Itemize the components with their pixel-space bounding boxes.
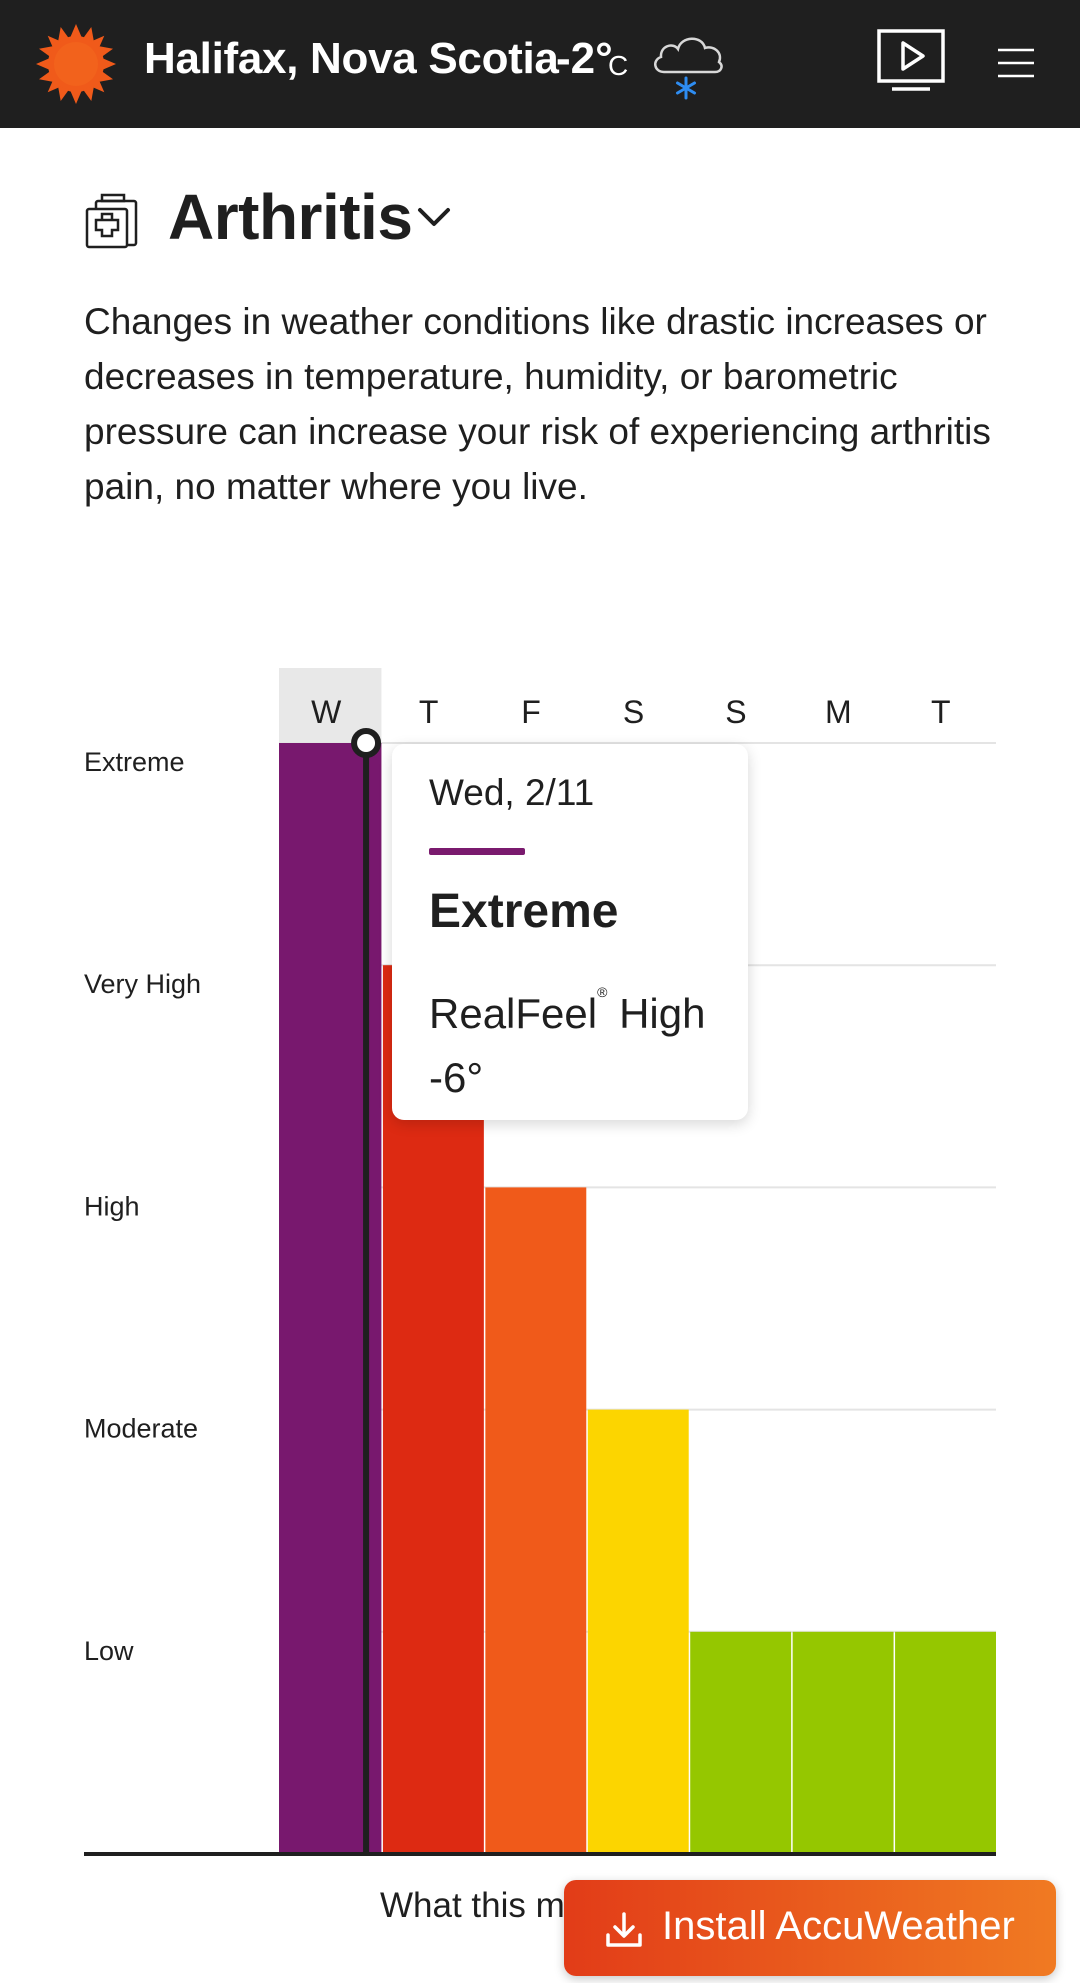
accuweather-logo-icon[interactable] [34, 22, 118, 106]
arthritis-forecast-chart: Low Moderate High Very High Extreme W T F S S M T [0, 640, 1080, 1880]
install-label: Install AccuWeather [662, 1904, 1015, 1948]
y-level-label: Low [84, 1636, 134, 1666]
temperature-unit: C [608, 50, 629, 81]
top-bar: Halifax, Nova Scotia -2° C [0, 0, 1080, 128]
bar [895, 1631, 996, 1854]
y-level-label: Extreme [84, 747, 185, 777]
day-label: W [311, 694, 342, 730]
menu-icon[interactable] [996, 46, 1036, 80]
tooltip-realfeel: RealFeel® High -6° [429, 976, 729, 1110]
day-label: M [825, 694, 852, 730]
realfeel-suffix: High [619, 990, 706, 1037]
cloud-snow-icon [654, 37, 723, 100]
what-this-means-link[interactable]: What this me [380, 1886, 585, 1925]
realfeel-label: RealFeel [429, 990, 598, 1037]
download-icon [606, 1912, 642, 1947]
tooltip-level: Extreme [429, 885, 619, 938]
bar [792, 1631, 894, 1854]
bar [690, 1631, 792, 1854]
day-label: T [419, 694, 439, 730]
selection-cursor-knob [351, 728, 382, 758]
day-label: S [623, 694, 644, 730]
current-temperature: -2° [556, 34, 613, 83]
y-level-label: Moderate [84, 1414, 198, 1444]
chevron-down-icon[interactable] [414, 202, 454, 232]
day-label: S [725, 694, 746, 730]
day-label: F [521, 694, 541, 730]
tooltip-color-line [429, 848, 525, 855]
bar [485, 1187, 587, 1854]
install-app-button[interactable]: Install AccuWeather [564, 1880, 1056, 1976]
day-tooltip: Wed, 2/11 Extreme RealFeel® High -6° [392, 744, 748, 1120]
health-kit-icon [85, 193, 138, 249]
bar [587, 1409, 689, 1854]
y-level-label: High [84, 1191, 140, 1221]
day-label: T [931, 694, 951, 730]
y-level-label: Very High [84, 969, 201, 999]
location-name[interactable]: Halifax, Nova Scotia [144, 34, 559, 83]
video-icon[interactable] [876, 28, 946, 94]
index-description: Changes in weather conditions like drast… [84, 301, 991, 507]
realfeel-value: -6° [429, 1054, 484, 1101]
page-title[interactable]: Arthritis [168, 181, 413, 253]
tooltip-date: Wed, 2/11 [429, 772, 595, 813]
registered-mark: ® [597, 984, 608, 1000]
chart-svg: Low Moderate High Very High Extreme W T F S S M T [84, 668, 996, 1856]
